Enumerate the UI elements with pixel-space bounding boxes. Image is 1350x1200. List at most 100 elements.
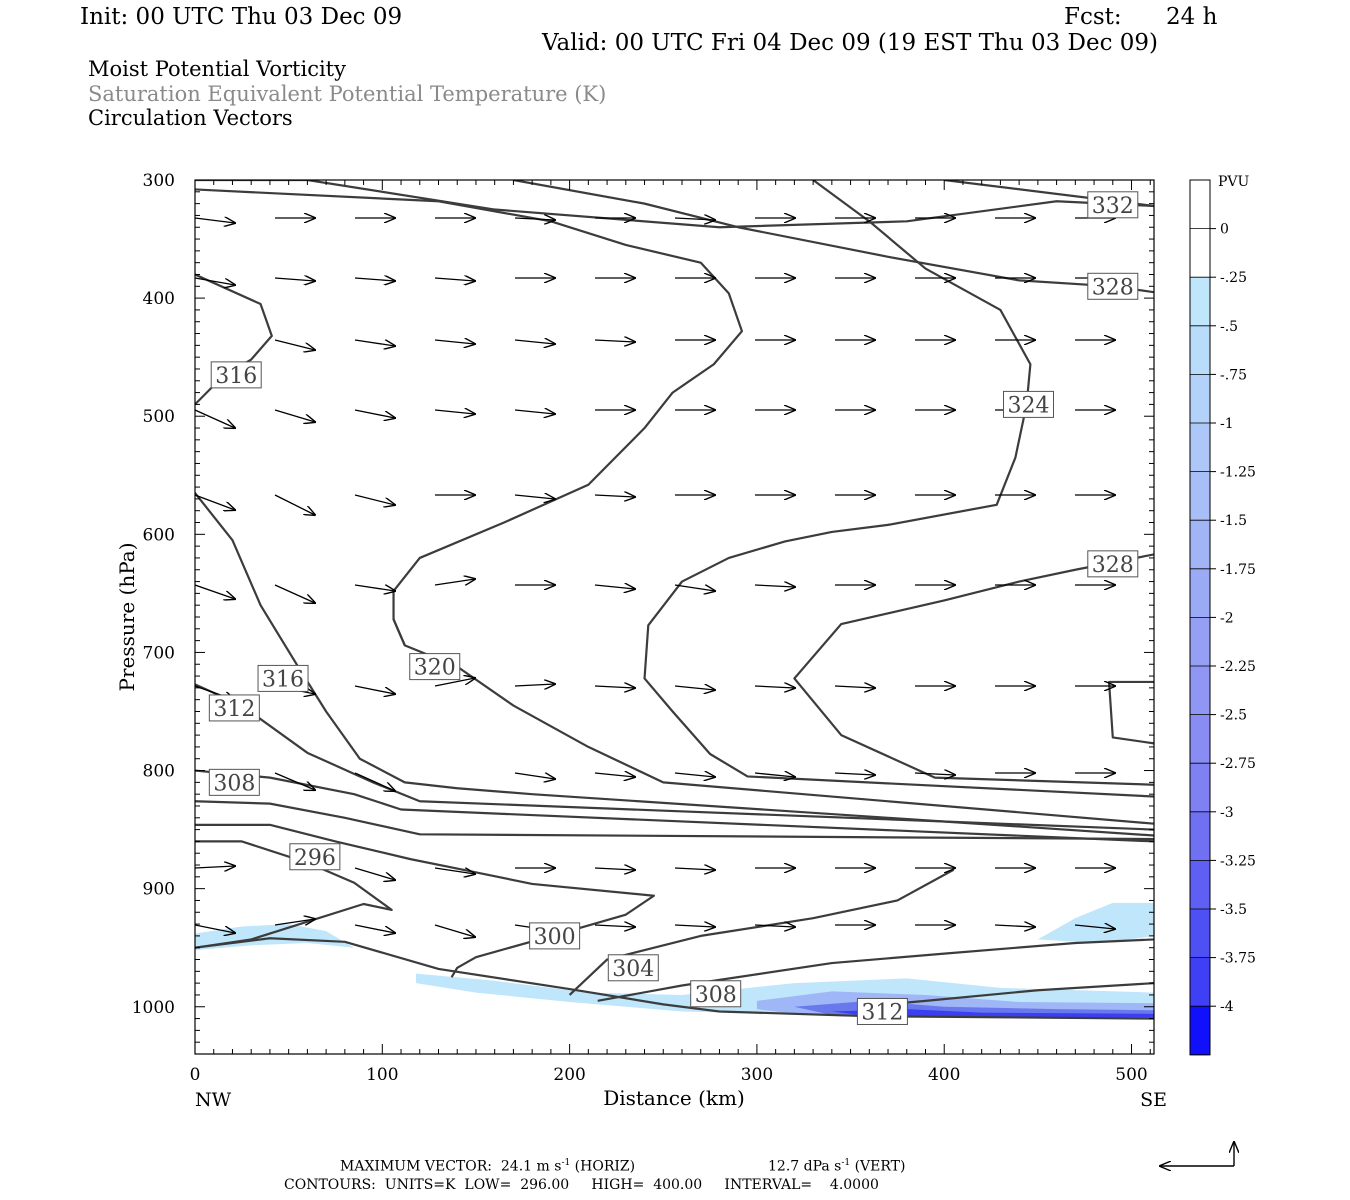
circulation-vector — [274, 278, 315, 281]
colorbar-swatch — [1190, 811, 1210, 861]
contour-line-320 — [392, 618, 1154, 825]
contour-label: 308 — [213, 771, 255, 796]
colorbar-swatch — [1190, 471, 1210, 521]
x-tick-label: 100 — [366, 1065, 398, 1085]
circulation-vector — [914, 773, 955, 775]
circulation-vector — [674, 686, 715, 690]
reference-vector — [1160, 1142, 1234, 1166]
contour-label-box — [529, 922, 581, 950]
circulation-vector — [594, 868, 635, 870]
circulation-vector — [195, 218, 235, 223]
circulation-vector — [354, 685, 395, 694]
circulation-vector — [434, 410, 475, 414]
contour-label-box — [607, 954, 659, 982]
colorbar-label: 0 — [1220, 222, 1229, 238]
circulation-vector — [354, 867, 395, 880]
circulation-vector — [514, 684, 555, 686]
circulation-vector — [514, 340, 555, 344]
contour-label-box — [208, 694, 260, 722]
max-vector-line: MAXIMUM VECTOR: 24.1 m s-1 (HORIZ) — [340, 1158, 635, 1175]
contour-label: 316 — [215, 364, 257, 389]
colorbar-swatch — [1190, 520, 1210, 570]
circulation-vector — [195, 584, 235, 599]
title-theta-es: Saturation Equivalent Potential Temperat… — [88, 82, 607, 106]
max-vert-line: 12.7 dPa s-1 (VERT) — [768, 1158, 905, 1175]
colorbar-label: -4 — [1220, 999, 1234, 1015]
contour-label-box — [409, 653, 461, 681]
circulation-vector — [354, 924, 395, 933]
circulation-vector — [674, 773, 715, 777]
colorbar-label: -1.25 — [1220, 465, 1256, 481]
y-tick-label: 300 — [143, 171, 175, 191]
max-vector-label: MAXIMUM VECTOR: — [340, 1158, 492, 1175]
contour-label-box — [208, 768, 260, 796]
circulation-vector — [594, 495, 635, 497]
contour-line-316 — [195, 492, 1154, 837]
max-horiz-unit: (HORIZ) — [574, 1158, 636, 1175]
circulation-vector — [274, 919, 315, 926]
contour-label: 304 — [612, 957, 654, 982]
max-horiz-value: 24.1 m s — [500, 1158, 562, 1175]
circulation-vector — [594, 340, 635, 342]
circulation-vector — [195, 924, 235, 933]
circulation-vector — [594, 585, 635, 589]
contour-line-328 — [513, 180, 1154, 294]
circulation-vector — [354, 409, 395, 418]
colorbar-label: -3.25 — [1220, 853, 1256, 869]
title-mpv: Moist Potential Vorticity — [88, 57, 346, 81]
circulation-vector — [274, 494, 315, 515]
circulation-vector — [514, 495, 555, 499]
contour-label: 296 — [294, 846, 336, 871]
colorbar-swatch — [1190, 277, 1210, 327]
colorbar-label: -2.25 — [1220, 659, 1256, 675]
colorbar: 0 -.25 -.5 -.75 -1 -1.25 -1.5 -1.75 -2 -2.25 -2.5 -… — [1189, 179, 1256, 1056]
circulation-vector — [434, 678, 475, 687]
x-tick-label: 0 — [190, 1065, 201, 1085]
circulation-vector — [514, 218, 555, 220]
valid-time: Valid: 00 UTC Fri 04 Dec 09 (19 EST Thu … — [542, 30, 1159, 56]
circulation-vector — [195, 409, 235, 428]
forecast-label: Fcst: — [1064, 4, 1122, 30]
contour-label: 316 — [262, 667, 304, 692]
colorbar-label: -.5 — [1220, 319, 1238, 335]
colorbar-label: -2.5 — [1220, 708, 1247, 724]
max-vert-value: 12.7 dPa s — [768, 1158, 842, 1175]
colorbar-label: -2.75 — [1220, 756, 1256, 772]
circulation-vector — [434, 924, 475, 937]
circulation-vector — [834, 773, 875, 775]
y-tick-label: 600 — [143, 525, 175, 545]
contour-label-box — [690, 980, 742, 1008]
contour-line-304 — [568, 868, 955, 996]
colorbar-swatch — [1190, 714, 1210, 764]
colorbar-label: -2 — [1220, 610, 1234, 626]
forecast-hour: 24 h — [1166, 4, 1218, 30]
contour-label: 300 — [534, 925, 576, 950]
y-axis-label: Pressure (hPa) — [115, 543, 139, 692]
init-time: Init: 00 UTC Thu 03 Dec 09 — [80, 4, 403, 30]
colorbar-label: -1.5 — [1220, 513, 1247, 529]
contour-line-300 — [195, 823, 655, 978]
contour-line-308 — [597, 938, 1154, 1002]
x-axis-label: Distance (km) — [603, 1086, 745, 1110]
theta-es-contours — [195, 180, 1154, 1020]
contour-label-box — [210, 361, 262, 389]
colorbar-swatch — [1190, 325, 1210, 375]
circulation-vectors — [195, 218, 1115, 937]
circulation-vector — [674, 218, 715, 220]
circulation-vector — [1074, 925, 1115, 929]
colorbar-swatch — [1190, 909, 1210, 959]
x-end-label-se: SE — [1140, 1089, 1167, 1111]
contour-line-328 — [643, 180, 1154, 798]
colorbar-swatch — [1190, 763, 1210, 813]
circulation-vector — [354, 278, 395, 281]
circulation-vector — [514, 772, 555, 779]
contour-line-324 — [195, 188, 744, 646]
plot-frame — [194, 179, 1155, 1055]
y-tick-label: 800 — [143, 762, 175, 782]
x-tick-label: 300 — [741, 1065, 773, 1085]
circulation-vector — [674, 925, 715, 927]
colorbar-swatch — [1190, 1006, 1210, 1056]
colorbar-label: -3 — [1220, 805, 1234, 821]
circulation-vector — [195, 866, 235, 868]
circulation-vector — [274, 772, 315, 790]
